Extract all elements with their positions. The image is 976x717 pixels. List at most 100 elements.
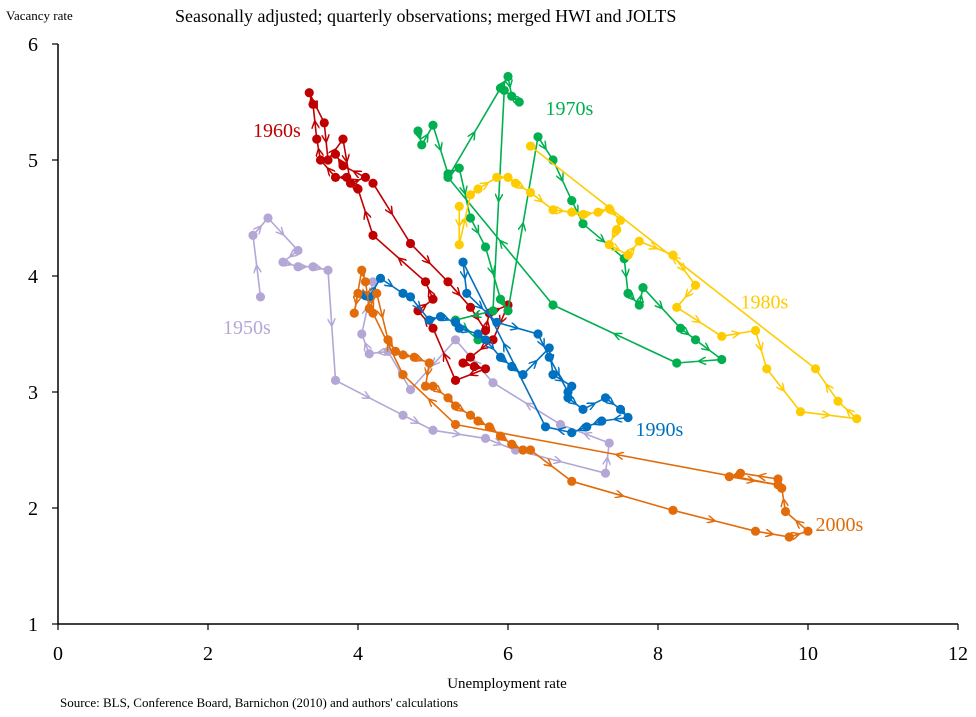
data-point — [615, 215, 626, 225]
series-segment — [402, 374, 430, 401]
data-point — [312, 134, 322, 144]
data-point — [480, 335, 491, 345]
data-point — [480, 364, 491, 374]
data-point — [360, 277, 371, 287]
data-point — [507, 361, 517, 372]
data-point — [338, 134, 348, 144]
y-tick-label: 5 — [28, 150, 38, 172]
data-point — [507, 91, 517, 101]
series-label-1960s: 1960s — [253, 120, 301, 142]
data-point — [450, 419, 461, 430]
data-point — [308, 262, 318, 272]
data-point — [672, 302, 682, 312]
data-point — [762, 364, 772, 374]
data-point — [293, 262, 303, 272]
data-point — [454, 163, 464, 173]
data-point — [390, 346, 401, 356]
data-point — [383, 335, 393, 345]
data-point — [398, 410, 408, 420]
x-axis-label: Unemployment rate — [447, 676, 567, 692]
data-point — [833, 396, 843, 406]
data-point — [492, 172, 502, 182]
data-point — [424, 358, 434, 368]
data-point — [323, 155, 333, 165]
data-point — [368, 178, 378, 188]
data-point — [443, 393, 453, 403]
series-segment — [432, 327, 445, 355]
series-segment — [673, 257, 816, 370]
data-point — [308, 99, 318, 109]
data-point — [263, 213, 273, 223]
data-point — [480, 242, 491, 252]
series-1960s — [304, 88, 513, 385]
series-label-2000s: 2000s — [816, 514, 864, 536]
data-point — [357, 265, 367, 275]
data-point — [484, 422, 494, 432]
data-point — [473, 416, 483, 426]
data-point — [450, 335, 461, 345]
y-tick-label: 1 — [28, 614, 38, 636]
data-point — [544, 352, 554, 362]
x-tick-label: 10 — [798, 643, 818, 665]
data-point — [454, 240, 464, 250]
data-point — [750, 325, 761, 336]
data-point — [443, 172, 453, 182]
data-point — [518, 445, 528, 455]
series-segment — [455, 423, 617, 456]
series-segment — [444, 354, 457, 381]
x-tick-label: 12 — [948, 643, 968, 665]
series-segment — [642, 287, 662, 308]
data-point — [555, 419, 566, 430]
data-point — [533, 132, 543, 142]
data-point — [450, 401, 461, 411]
data-point — [525, 445, 536, 455]
series-2000s — [349, 265, 813, 542]
data-point — [690, 335, 701, 345]
data-point — [548, 370, 558, 380]
data-point — [717, 331, 727, 341]
data-point — [420, 277, 431, 287]
series-labels: 1950s 1960s 1970s 1980s 1990s 2000s — [223, 98, 864, 536]
series-segment — [622, 495, 674, 512]
data-point — [567, 428, 577, 438]
data-point — [330, 172, 341, 182]
data-point — [420, 381, 431, 391]
data-point — [368, 308, 378, 318]
series-segment — [661, 307, 682, 329]
data-point — [424, 315, 434, 325]
series-label-1950s: 1950s — [223, 317, 271, 339]
x-tick-label: 8 — [653, 643, 663, 665]
series-segment — [492, 200, 500, 311]
y-tick-label: 2 — [28, 498, 38, 520]
series-segment — [335, 379, 370, 397]
data-point — [454, 323, 464, 333]
data-point — [469, 361, 479, 372]
data-point — [323, 265, 333, 275]
data-point — [612, 225, 622, 235]
data-point — [398, 350, 408, 360]
data-point — [690, 280, 701, 290]
series-segment — [473, 87, 502, 134]
source-note: Source: BLS, Conference Board, Barnichon… — [60, 695, 458, 710]
series-segment — [522, 136, 539, 224]
series-segment — [530, 145, 674, 259]
data-point — [784, 532, 794, 542]
data-point — [480, 433, 491, 443]
data-point — [428, 120, 438, 130]
data-point — [750, 526, 761, 536]
series-segment — [429, 400, 457, 426]
series-label-1990s: 1990s — [636, 419, 684, 441]
data-point — [255, 292, 266, 302]
data-point — [668, 505, 678, 515]
y-tick-label: 6 — [28, 34, 38, 56]
series-segment — [615, 334, 678, 364]
series-segment — [433, 339, 457, 365]
data-point — [398, 370, 408, 380]
series-segment — [499, 90, 506, 200]
data-point — [413, 126, 423, 136]
data-point — [499, 85, 509, 95]
series-segment — [372, 234, 400, 260]
series-segment — [388, 344, 404, 375]
data-point — [454, 201, 464, 211]
